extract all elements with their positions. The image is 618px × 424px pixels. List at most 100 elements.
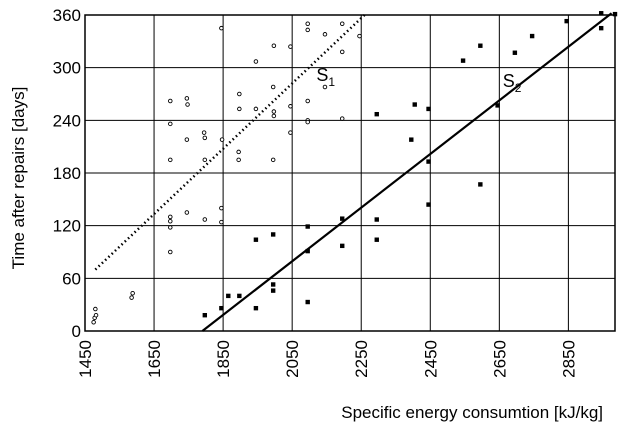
data-point-s1 (253, 59, 259, 64)
data-point-s1 (322, 32, 328, 37)
data-point-s2 (495, 103, 500, 108)
y-axis-label: Time after repairs [days] (9, 87, 28, 270)
data-point-s1 (288, 104, 293, 109)
data-point-s2 (478, 43, 483, 48)
data-point-s1 (168, 219, 173, 224)
data-point-s1 (202, 135, 208, 141)
data-point-s2 (219, 305, 224, 311)
data-point-s1 (271, 113, 277, 119)
y-axis-ticks: 0 60 120 180 240 300 360 (53, 6, 81, 341)
y-tick-label: 0 (72, 322, 81, 341)
data-point-s1 (236, 149, 241, 155)
data-point-s1 (219, 25, 224, 31)
data-point-s1 (237, 106, 242, 112)
data-point-s2 (270, 288, 276, 293)
data-point-s1 (130, 291, 135, 296)
data-point-s2 (426, 159, 431, 164)
data-point-s2 (340, 216, 345, 221)
series-annotations: S1 S2 (316, 65, 521, 95)
data-point-s2 (426, 202, 431, 207)
data-point-s1 (184, 137, 190, 142)
data-point-s1 (93, 312, 99, 318)
data-point-s1 (339, 116, 345, 121)
data-point-s2 (305, 224, 310, 229)
data-point-s1 (168, 225, 173, 230)
data-point-s1 (129, 295, 134, 300)
data-point-s2 (512, 50, 518, 55)
x-axis-ticks: 1450 1650 1850 2050 2250 2450 2650 2850 (76, 340, 578, 378)
data-point-s1 (339, 21, 345, 27)
data-point-s2 (270, 232, 276, 237)
series-annotation: S1 (316, 65, 335, 89)
data-point-s1 (236, 157, 241, 163)
data-point-s1 (184, 210, 190, 215)
grid (84, 14, 615, 332)
data-point-s2 (374, 111, 379, 117)
x-tick-label: 1850 (214, 340, 233, 378)
data-point-s1 (91, 319, 96, 325)
data-point-s2 (409, 137, 414, 142)
x-tick-label: 1650 (145, 340, 164, 378)
data-point-s1 (288, 130, 293, 135)
data-point-s2 (374, 237, 379, 242)
y-tick-label: 180 (53, 164, 81, 183)
y-tick-label: 240 (53, 111, 81, 130)
data-point-s2 (226, 293, 231, 299)
y-tick-label: 60 (62, 269, 81, 288)
x-tick-label: 2650 (490, 340, 509, 378)
data-point-s1 (184, 96, 190, 101)
data-point-s2 (478, 182, 483, 187)
data-point-s1 (253, 106, 259, 112)
data-point-s2 (374, 217, 379, 222)
data-point-s2 (202, 313, 208, 318)
data-point-s1 (93, 306, 98, 312)
trendline-s1 (94, 12, 368, 271)
data-point-s1 (322, 84, 328, 90)
data-point-s1 (202, 157, 208, 163)
data-point-s1 (185, 102, 190, 107)
trendlines (94, 12, 613, 332)
data-point-s1 (201, 130, 207, 135)
x-axis-label: Specific energy consumtion [kJ/kg] (341, 403, 603, 422)
data-point-s1 (168, 98, 173, 104)
x-tick-label: 2450 (421, 340, 440, 378)
data-points (91, 11, 618, 325)
data-point-s2 (598, 11, 604, 16)
data-point-s2 (340, 243, 345, 249)
data-point-s1 (271, 109, 277, 114)
data-point-s2 (305, 299, 310, 305)
data-point-s1 (271, 43, 277, 48)
data-point-s2 (412, 102, 417, 107)
x-tick-label: 2050 (283, 340, 302, 378)
x-tick-label: 1450 (76, 340, 95, 378)
y-tick-label: 300 (53, 59, 81, 78)
data-point-s1 (168, 214, 173, 220)
data-point-s1 (305, 98, 310, 104)
plot-frame (84, 14, 616, 332)
data-point-s2 (237, 293, 242, 299)
series-annotation: S2 (503, 71, 522, 95)
data-point-s1 (237, 91, 242, 97)
data-point-s2 (612, 11, 618, 17)
data-point-s1 (168, 121, 173, 127)
data-point-s1 (305, 27, 310, 33)
data-point-s2 (598, 25, 604, 31)
data-point-s2 (253, 237, 259, 242)
data-point-s2 (305, 248, 310, 254)
y-tick-label: 360 (53, 6, 81, 25)
trendline-s2 (201, 12, 613, 332)
data-point-s2 (564, 18, 569, 24)
y-tick-label: 120 (53, 217, 81, 236)
data-point-s1 (305, 21, 310, 27)
data-point-s2 (426, 106, 431, 112)
data-point-s2 (529, 33, 535, 39)
data-point-s1 (168, 249, 173, 255)
x-tick-label: 2850 (559, 340, 578, 378)
data-point-s1 (270, 157, 276, 163)
data-point-s2 (270, 282, 276, 287)
data-point-s1 (219, 205, 224, 211)
data-point-s1 (219, 137, 225, 142)
data-point-s1 (339, 49, 345, 55)
data-point-s1 (270, 84, 276, 90)
